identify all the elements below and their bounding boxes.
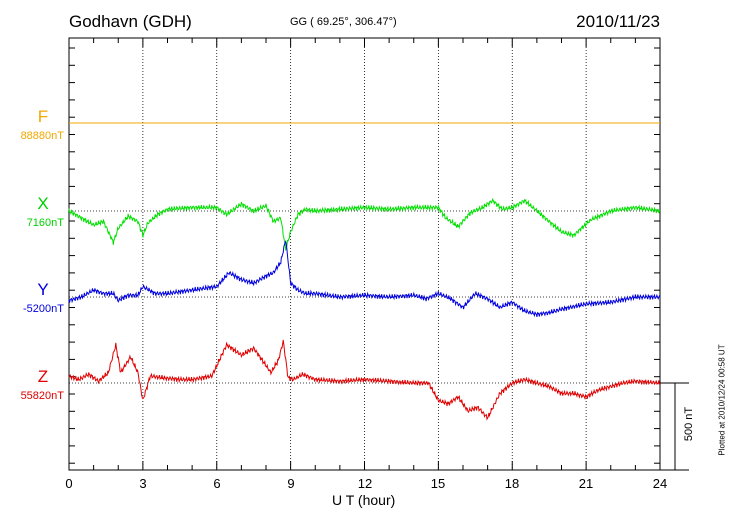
series-line-x xyxy=(68,197,661,251)
station-coordinates: GG ( 69.25°, 306.47°) xyxy=(290,16,397,28)
chart-date: 2010/11/23 xyxy=(576,12,660,31)
x-tick-label-0: 0 xyxy=(65,476,73,491)
x-axis-label: U T (hour) xyxy=(332,492,396,508)
axis-ticks xyxy=(68,38,661,470)
series-label-y: Y xyxy=(37,280,49,299)
station-title: Godhavn (GDH) xyxy=(69,12,192,31)
x-tick-label-12: 12 xyxy=(357,476,373,491)
series-line-y xyxy=(68,240,661,318)
x-tick-label-18: 18 xyxy=(504,476,520,491)
series-label-z: Z xyxy=(37,367,49,386)
data-series xyxy=(68,122,661,421)
baseline-label-f: 88880nT xyxy=(20,130,64,142)
series-label-f: F xyxy=(37,107,49,126)
scale-bar-label: 500 nT xyxy=(683,406,695,442)
baseline-label-y: -5200nT xyxy=(23,303,64,315)
scale-bar xyxy=(660,382,689,471)
x-tick-label-3: 3 xyxy=(139,476,147,491)
x-tick-label-9: 9 xyxy=(287,476,295,491)
grid-lines xyxy=(142,38,587,470)
baseline-label-x: 7160nT xyxy=(26,217,64,229)
x-tick-label-21: 21 xyxy=(578,476,594,491)
plotted-timestamp: Plotted at 2010/12/24 00:58 UT xyxy=(717,344,727,456)
series-line-z xyxy=(68,339,661,421)
x-tick-label-15: 15 xyxy=(430,476,446,491)
x-tick-label-24: 24 xyxy=(652,476,668,491)
baseline-label-z: 55820nT xyxy=(20,390,64,402)
x-tick-label-6: 6 xyxy=(213,476,221,491)
series-label-x: X xyxy=(37,194,49,213)
